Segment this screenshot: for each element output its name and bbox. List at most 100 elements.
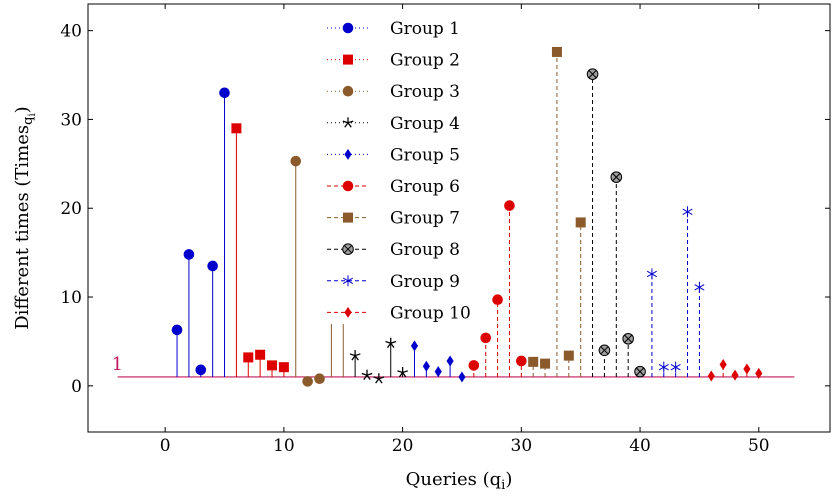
data-point: [207, 260, 218, 272]
y-tick-label: 0: [71, 377, 82, 397]
data-point: [694, 281, 705, 293]
data-point: [183, 249, 195, 260]
legend-marker: [342, 180, 354, 192]
legend-label: Group 2: [390, 51, 460, 71]
data-point: [468, 360, 480, 371]
legend-label: Group 6: [390, 177, 460, 197]
series-6: [468, 200, 527, 377]
legend-label: Group 10: [390, 303, 471, 323]
data-point: [551, 46, 562, 57]
data-point: [267, 360, 278, 371]
data-point: [634, 365, 646, 378]
legend-item: Group 1: [327, 19, 460, 39]
legend-item: Group 5: [327, 145, 460, 165]
data-point: [278, 362, 289, 373]
series-1: [171, 87, 230, 377]
series-9: [646, 206, 705, 377]
data-point: [646, 268, 657, 280]
data-point: [504, 200, 515, 211]
y-tick-label: 40: [60, 22, 82, 42]
x-tick-label: 50: [748, 436, 770, 456]
data-point: [540, 358, 551, 369]
data-point: [397, 367, 409, 378]
legend-item: Group 9: [327, 272, 460, 292]
plot-frame: [87, 3, 831, 433]
data-point: [670, 361, 681, 373]
legend-label: Group 7: [390, 209, 460, 229]
x-tick-label: 0: [160, 436, 171, 456]
data-point: [755, 367, 763, 379]
baseline-label: 1: [112, 354, 123, 375]
y-tick-label: 10: [60, 288, 82, 308]
legend-item: Group 3: [327, 82, 460, 102]
data-point: [171, 324, 183, 336]
data-point: [658, 361, 669, 373]
y-axis-label: Different times (Timesqi): [12, 106, 38, 329]
legend-label: Group 8: [390, 240, 460, 260]
data-point: [410, 340, 419, 352]
data-point: [622, 332, 634, 345]
data-point: [446, 355, 454, 367]
data-point: [349, 350, 361, 361]
x-axis-label-sub: i: [501, 478, 505, 493]
data-point: [373, 373, 385, 384]
legend-marker: [342, 117, 354, 128]
legend-marker: [342, 243, 354, 255]
data-point: [458, 371, 466, 383]
series-5: [410, 340, 466, 383]
series-2: [231, 123, 289, 377]
data-point: [361, 369, 373, 381]
legend-item: Group 8: [327, 240, 460, 260]
data-point: [575, 217, 586, 228]
data-point: [743, 363, 751, 375]
data-point: [314, 373, 325, 385]
series-8: [586, 68, 646, 378]
data-point: [290, 155, 302, 167]
axis-ticks: 0 10 20 30 40 50 0 10 20 30 40: [60, 4, 830, 456]
legend-label: Group 3: [390, 82, 460, 102]
data-point: [598, 344, 611, 357]
data-point: [682, 206, 693, 218]
x-tick-label: 40: [629, 436, 651, 456]
plot-area: 1: [112, 46, 795, 387]
data-point: [586, 68, 599, 80]
legend-marker: [344, 148, 352, 160]
series-10: [707, 359, 763, 382]
data-point: [707, 370, 715, 382]
legend-marker: [342, 22, 354, 34]
legend-marker: [343, 212, 353, 223]
data-point: [243, 352, 254, 363]
data-point: [302, 376, 313, 387]
data-point: [610, 171, 623, 183]
data-point: [719, 359, 727, 371]
legend-label: Group 4: [390, 114, 460, 134]
data-point: [492, 294, 503, 305]
legend-item: Group 6: [327, 177, 460, 197]
legend-marker: [342, 85, 354, 97]
legend-marker: [342, 275, 354, 287]
series-7: [528, 46, 586, 377]
data-point: [219, 87, 230, 99]
data-point: [385, 337, 397, 349]
y-tick-label: 20: [60, 199, 82, 219]
legend-marker: [343, 54, 353, 65]
data-point: [731, 369, 739, 381]
data-point: [195, 364, 207, 376]
x-tick-label: 30: [511, 436, 533, 456]
legend-item: Group 10: [327, 303, 471, 323]
legend: Group 1 Group 2 Group 3 Group 4 Group 5 Group…: [324, 10, 490, 324]
legend-item: Group 7: [327, 209, 460, 229]
data-point: [422, 360, 430, 372]
y-tick-label: 30: [60, 110, 82, 130]
legend-marker: [344, 306, 352, 318]
legend-label: Group 9: [390, 272, 460, 292]
data-point: [255, 349, 266, 360]
legend-item: Group 2: [327, 51, 460, 71]
series-4: [349, 337, 409, 384]
x-axis-label: Queries (qi): [406, 469, 513, 493]
data-point: [516, 355, 527, 367]
legend-label: Group 5: [390, 145, 460, 165]
y-axis-label-sub: q: [21, 117, 36, 125]
x-tick-label: 10: [273, 436, 295, 456]
